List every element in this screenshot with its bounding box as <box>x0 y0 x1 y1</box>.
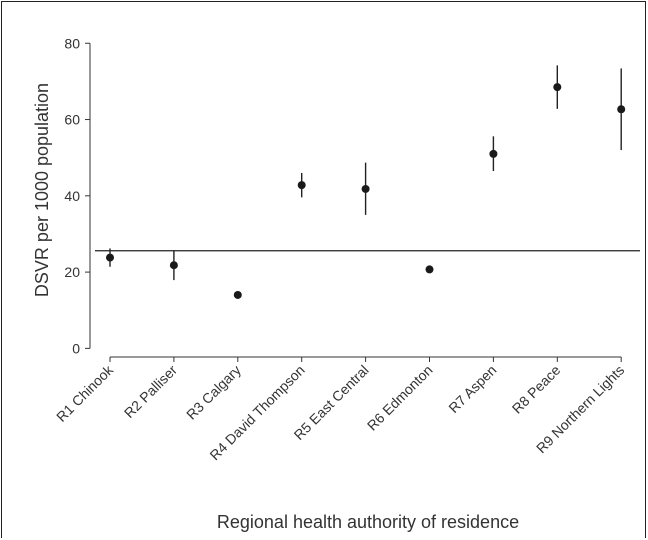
data-point <box>297 181 306 190</box>
x-tick-label: R3 Calgary <box>183 362 244 423</box>
y-tick-label: 0 <box>72 340 80 356</box>
data-point <box>169 261 178 270</box>
y-tick-label: 20 <box>64 264 80 280</box>
data-point <box>361 184 370 193</box>
data-point <box>233 290 242 299</box>
data-point <box>553 83 562 92</box>
x-axis-title: Regional health authority of residence <box>217 512 519 532</box>
y-axis-title: DSVR per 1000 population <box>32 83 52 297</box>
y-tick-label: 60 <box>64 112 80 128</box>
x-tick-label: R7 Aspen <box>445 362 499 416</box>
data-point <box>425 265 434 274</box>
x-tick-label: R8 Peace <box>509 362 564 417</box>
y-tick-label: 40 <box>64 188 80 204</box>
x-tick-label: R2 Palliser <box>121 362 180 421</box>
y-tick-label: 80 <box>64 35 80 51</box>
x-tick-label: R6 Edmonton <box>364 362 436 434</box>
data-point <box>106 253 114 262</box>
x-tick-label: R1 Chinook <box>53 361 117 425</box>
data-marks <box>95 65 640 299</box>
axes: 0 20 40 60 80 R1 Chinook R2 Palliser R3 Calgary… <box>53 35 627 463</box>
data-point <box>489 149 498 158</box>
data-point <box>617 105 626 114</box>
